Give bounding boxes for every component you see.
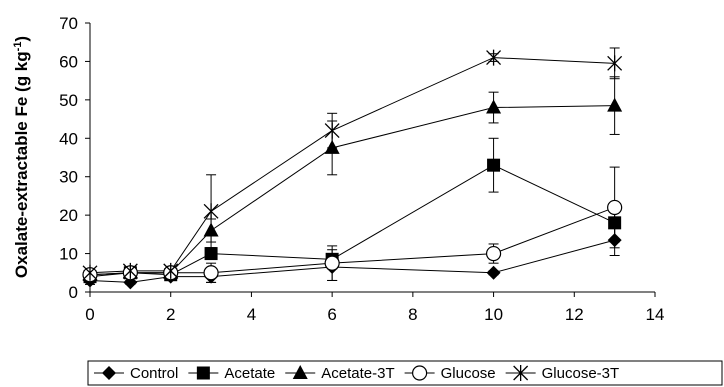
legend-label-acetate-3t: Acetate-3T (321, 365, 394, 382)
point-acetate (487, 158, 501, 172)
point-glucose-3t (607, 55, 623, 72)
point-acetate-3t (607, 97, 623, 112)
point-glucose-3t (486, 49, 502, 66)
point-glucose (607, 199, 623, 216)
legend-marker-glucose-3t (513, 365, 529, 381)
y-tick-label: 40 (59, 129, 78, 148)
y-tick-label: 20 (59, 206, 78, 225)
point-glucose (324, 255, 340, 271)
point-glucose-3t (122, 262, 138, 279)
y-tick-label: 50 (59, 91, 78, 110)
legend-marker-acetate-3t (292, 365, 308, 379)
point-acetate (204, 247, 218, 261)
x-tick-label: 2 (166, 305, 175, 324)
point-glucose-3t (324, 122, 340, 139)
x-tick-label: 8 (408, 305, 417, 324)
x-tick-label: 4 (247, 305, 256, 324)
point-acetate-3t (203, 222, 219, 237)
point-glucose-3t (163, 262, 179, 279)
legend-label-glucose-3t: Glucose-3T (542, 365, 620, 382)
point-acetate (608, 216, 622, 230)
error-bars (85, 47, 620, 285)
legend-label-control: Control (130, 365, 178, 382)
y-tick-label: 60 (59, 52, 78, 71)
point-glucose (485, 245, 502, 262)
series-line-acetate (89, 164, 615, 278)
series-lines (89, 57, 615, 283)
point-control (607, 233, 622, 248)
legend-marker-glucose (412, 365, 428, 381)
y-tick-label: 70 (59, 14, 78, 33)
y-axis-label-superscript: -1 (12, 42, 24, 52)
y-tick-label: 30 (59, 168, 78, 187)
series-line-acetate-3t (89, 105, 615, 276)
point-glucose (203, 265, 219, 281)
y-axis-label-main: Oxalate-extractable Fe (g kg (12, 51, 31, 278)
legend-label-acetate: Acetate (224, 365, 275, 382)
point-acetate-3t (486, 99, 502, 114)
point-glucose-3t (82, 264, 98, 281)
point-control (486, 265, 501, 280)
series-line-glucose (89, 206, 615, 276)
series-markers (82, 49, 623, 290)
y-tick-label: 10 (59, 245, 78, 264)
x-tick-label: 0 (85, 305, 94, 324)
x-tick-label: 14 (646, 305, 665, 324)
x-tick-label: 10 (484, 305, 503, 324)
legend-marker-acetate (196, 366, 210, 380)
point-glucose-3t (203, 203, 219, 220)
y-axis-label-close: ) (12, 36, 31, 42)
axes: 0 2 4 6 8 10 12 14 0 10 20 30 40 50 60 70 (59, 14, 664, 324)
legend-marker-control (102, 366, 116, 380)
point-acetate-3t (324, 139, 340, 154)
y-axis-label: Oxalate-extractable Fe (g kg-1) (12, 36, 31, 278)
legend: Control Acetate Acetate-3T Glucose Glucose-3… (87, 360, 723, 386)
series-line-glucose-3t (89, 57, 615, 274)
y-tick-label: 0 (69, 283, 78, 302)
x-tick-label: 12 (565, 305, 584, 324)
x-tick-label: 6 (327, 305, 336, 324)
legend-label-glucose: Glucose (441, 365, 496, 382)
